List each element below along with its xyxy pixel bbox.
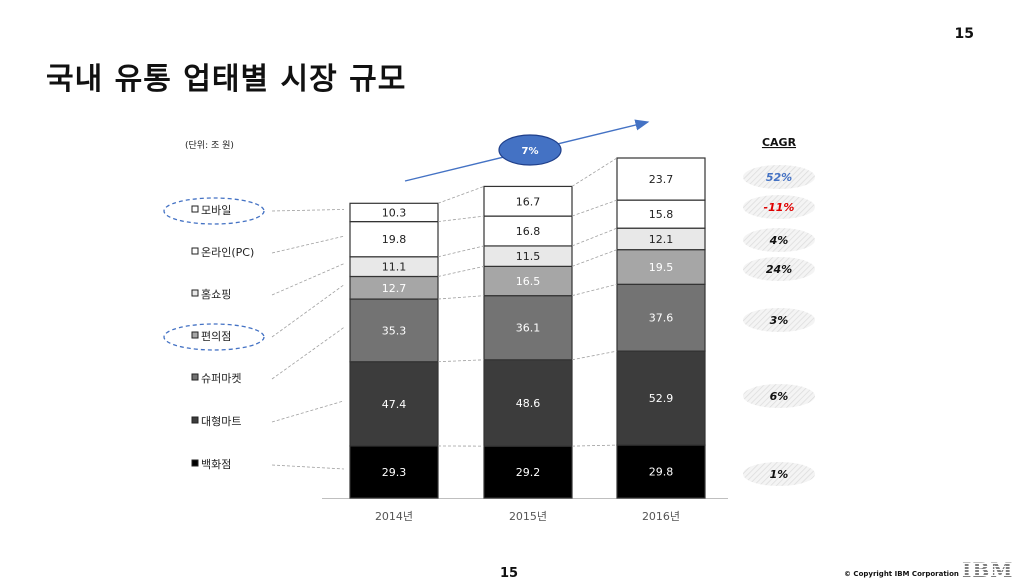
page-number-top: 15 [954, 26, 974, 42]
bar-segment-대형마트-3 [616, 350, 706, 446]
connector-백화점-2 [571, 444, 618, 447]
data-label-슈퍼마켓-2: 36.1 [516, 322, 541, 335]
bar-segment-대형마트-2 [483, 359, 573, 447]
legend-leader-온라인-pc [271, 235, 345, 254]
data-label-편의점-2: 16.5 [516, 275, 541, 288]
cagr-value-슈퍼마켓: 3% [770, 314, 789, 327]
cagr-value-편의점: 24% [766, 263, 792, 276]
bar-segment-온라인-pc-3 [616, 199, 706, 229]
data-label-슈퍼마켓-3: 37.6 [649, 312, 674, 325]
bar-segment-모바일-3 [616, 157, 706, 201]
data-label-모바일-1: 10.3 [382, 206, 407, 219]
legend-leader-홈쇼핑 [271, 263, 345, 296]
legend-leader-슈퍼마켓 [271, 327, 345, 380]
cagr-badge-백화점 [743, 462, 815, 486]
data-label-홈쇼핑-1: 11.1 [382, 261, 407, 274]
bar-segment-백화점-1 [349, 445, 439, 499]
ibm-logo: IBM [962, 558, 1014, 582]
cagr-badge-홈쇼핑 [743, 228, 815, 252]
copyright-notice: © Copyright IBM Corporation [844, 570, 959, 578]
data-label-홈쇼핑-3: 12.1 [649, 233, 674, 246]
bar-segment-슈퍼마켓-2 [483, 295, 573, 361]
legend-swatch-편의점 [191, 331, 199, 339]
bar-segment-슈퍼마켓-3 [616, 283, 706, 352]
unit-label: (단위: 조 원) [185, 140, 234, 151]
legend-label-대형마트: 대형마트 [201, 415, 241, 428]
legend-leader-모바일 [271, 209, 345, 212]
cagr-badge-모바일 [743, 165, 815, 189]
growth-badge-label: 7% [522, 146, 539, 157]
data-label-백화점-1: 29.3 [382, 466, 407, 479]
bar-segment-온라인-pc-1 [349, 220, 439, 258]
bar-segment-슈퍼마켓-1 [349, 298, 439, 363]
highlight-ellipse-모바일 [163, 197, 265, 225]
data-label-백화점-2: 29.2 [516, 466, 541, 479]
cagr-value-대형마트: 6% [770, 390, 789, 403]
legend-swatch-온라인-pc [191, 247, 199, 255]
connector-슈퍼마켓-1 [437, 295, 485, 300]
data-label-모바일-2: 16.7 [516, 195, 541, 208]
data-label-대형마트-2: 48.6 [516, 397, 541, 410]
data-label-편의점-3: 19.5 [649, 261, 674, 274]
legend-label-모바일: 모바일 [201, 203, 231, 217]
cagr-header: CAGR [762, 136, 797, 149]
bar-segment-편의점-2 [483, 265, 573, 297]
data-label-온라인-pc-2: 16.8 [516, 225, 541, 238]
highlight-ellipse-편의점 [163, 323, 265, 351]
cagr-badge-온라인-pc [743, 195, 815, 219]
connector-모바일-1 [437, 186, 485, 204]
legend-label-홈쇼핑: 홈쇼핑 [201, 287, 231, 301]
legend-swatch-백화점 [191, 459, 199, 467]
legend-swatch-슈퍼마켓 [191, 373, 199, 381]
growth-badge [498, 134, 562, 166]
legend-label-백화점: 백화점 [201, 458, 231, 471]
legend-label-슈퍼마켓: 슈퍼마켓 [201, 372, 241, 385]
cagr-value-온라인-pc: -11% [764, 201, 795, 214]
cagr-value-홈쇼핑: 4% [769, 234, 789, 247]
connector-대형마트-1 [437, 359, 485, 363]
data-label-온라인-pc-1: 19.8 [382, 233, 407, 246]
legend-leader-백화점 [271, 464, 345, 470]
legend-swatch-홈쇼핑 [191, 289, 199, 297]
legend-swatch-대형마트 [191, 416, 199, 424]
cagr-badge-대형마트 [743, 384, 815, 408]
connector-홈쇼핑-2 [571, 227, 618, 247]
x-tick-label-1: 2014년 [375, 510, 413, 523]
cagr-badge-편의점 [743, 257, 815, 281]
data-label-슈퍼마켓-1: 35.3 [382, 324, 407, 337]
connector-편의점-2 [571, 249, 618, 267]
connector-대형마트-2 [571, 350, 618, 361]
connector-편의점-1 [437, 265, 485, 277]
page-number-bottom: 15 [500, 566, 519, 581]
data-label-홈쇼핑-2: 11.5 [516, 250, 541, 263]
connector-온라인-pc-1 [437, 215, 485, 222]
legend-label-온라인-pc: 온라인(PC) [201, 246, 254, 259]
connector-홈쇼핑-1 [437, 245, 485, 258]
bar-segment-모바일-2 [483, 185, 573, 217]
cagr-value-백화점: 1% [770, 468, 789, 481]
data-label-대형마트-3: 52.9 [649, 392, 674, 405]
x-tick-label-3: 2016년 [642, 510, 680, 523]
connector-슈퍼마켓-2 [571, 283, 618, 297]
legend-leader-대형마트 [271, 400, 345, 423]
bar-segment-편의점-3 [616, 249, 706, 285]
cagr-value-모바일: 52% [766, 171, 792, 184]
legend-leader-편의점 [271, 284, 345, 338]
connector-온라인-pc-2 [571, 199, 618, 217]
data-label-백화점-3: 29.8 [649, 466, 674, 479]
legend-label-편의점: 편의점 [201, 330, 231, 343]
slide-title: 국내 유통 업태별 시장 규모 [46, 62, 407, 97]
cagr-badge-슈퍼마켓 [743, 308, 815, 332]
data-label-온라인-pc-3: 15.8 [649, 208, 674, 221]
x-tick-label-2: 2015년 [509, 510, 547, 523]
bar-segment-모바일-1 [349, 202, 439, 223]
bar-segment-백화점-2 [483, 445, 573, 499]
data-label-모바일-3: 23.7 [649, 173, 674, 186]
data-label-대형마트-1: 47.4 [382, 398, 407, 411]
data-label-편의점-1: 12.7 [382, 282, 407, 295]
legend-swatch-모바일 [191, 205, 199, 213]
connector-모바일-2 [571, 157, 618, 187]
